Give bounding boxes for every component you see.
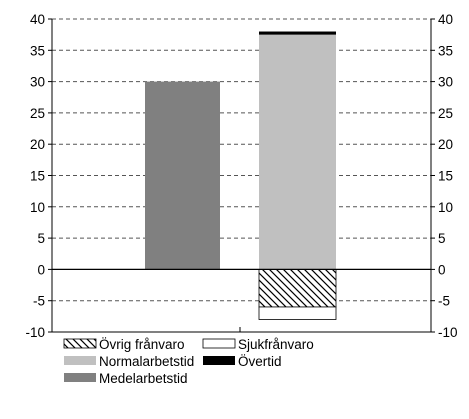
y-tick-label-right: 20: [438, 137, 453, 152]
y-tick-label-right: 30: [438, 75, 453, 90]
legend-label: Normalarbetstid: [99, 354, 194, 369]
y-tick-label-left: 30: [30, 75, 45, 90]
bar--vrig-fr-nvaro: [258, 268, 337, 308]
y-tick-label-left: 10: [30, 200, 45, 215]
y-tick-label-left: -5: [33, 294, 45, 309]
legend-swatch--vertid: [203, 356, 235, 365]
gridlines: [52, 18, 431, 333]
axes: -10 -10 -5 -5 0 0 5 5 10 10 15 15 20 20 25 25 30 30 35 35 40…: [25, 12, 457, 340]
y-tick-label-right: 25: [438, 106, 453, 121]
y-tick-label-left: -10: [25, 325, 45, 340]
y-tick-label-left: 15: [30, 169, 45, 184]
legend-swatch-sjukfr-nvaro: [202, 338, 236, 349]
y-tick-label-right: 10: [438, 200, 453, 215]
y-tick-label-left: 0: [37, 262, 45, 277]
bar-normalarbetstid: [259, 34, 336, 270]
legend-swatch--vrig-fr-nvaro: [63, 338, 97, 349]
y-tick-label-right: 0: [438, 262, 446, 277]
y-tick-label-right: 40: [438, 12, 453, 27]
legend-label: Sjukfrånvaro: [238, 337, 314, 352]
y-tick-label-right: -5: [438, 294, 450, 309]
legend: Övrig frånvaro Sjukfrånvaro Normalarbetsti…: [63, 337, 314, 386]
bar-medelarbetstid: [145, 81, 220, 270]
y-tick-label-right: 15: [438, 169, 453, 184]
legend-label: Övertid: [238, 354, 282, 369]
y-tick-label-left: 25: [30, 106, 45, 121]
y-tick-label-right: 35: [438, 43, 453, 58]
y-tick-label-right: -10: [438, 325, 458, 340]
y-tick-label-left: 20: [30, 137, 45, 152]
bars: [145, 31, 337, 320]
y-tick-label-left: 5: [37, 231, 45, 246]
y-tick-label-right: 5: [438, 231, 446, 246]
bar--vertid: [259, 31, 336, 35]
legend-swatch-normalarbetstid: [64, 356, 96, 365]
bar-sjukfr-nvaro: [258, 306, 337, 320]
legend-label: Medelarbetstid: [99, 371, 188, 386]
y-tick-label-left: 35: [30, 43, 45, 58]
legend-label: Övrig frånvaro: [99, 337, 185, 352]
y-tick-label-left: 40: [30, 12, 45, 27]
legend-swatch-medelarbetstid: [64, 373, 96, 382]
